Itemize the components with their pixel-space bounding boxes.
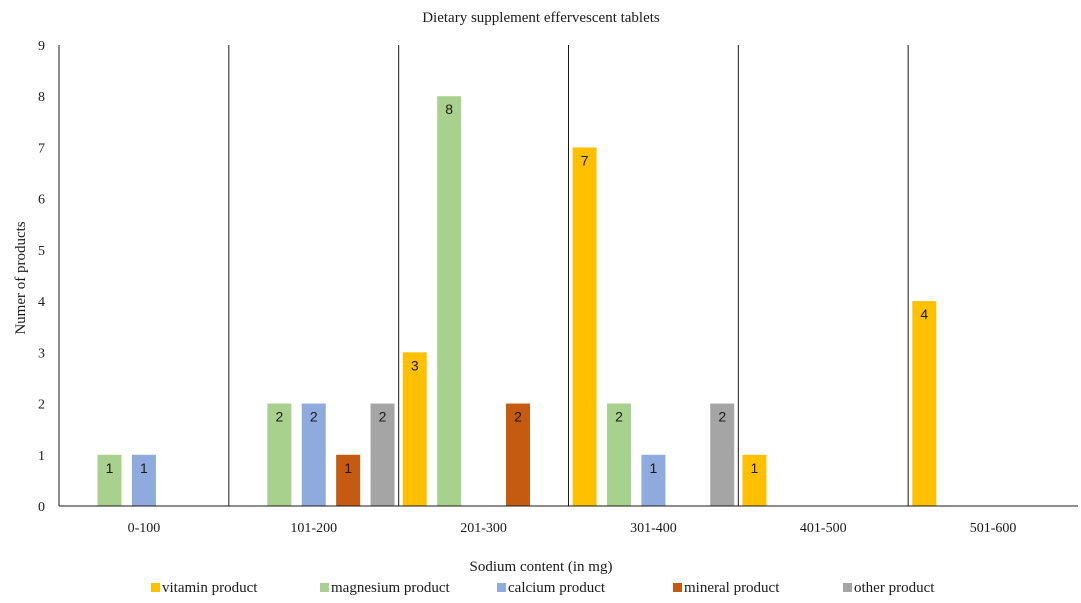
data-label: 8 [445,101,453,117]
y-tick-label: 6 [38,193,45,208]
legend-label: other product [854,580,935,596]
legend-swatch [497,583,506,592]
x-tick-label: 501-600 [970,521,1017,536]
data-label: 3 [411,357,419,373]
chart-title: Dietary supplement effervescent tablets [422,10,660,26]
bar [912,301,937,506]
data-label: 2 [275,409,283,425]
data-label: 7 [581,152,589,168]
bar [742,454,767,506]
plot-area: 0 1 2 3 4 5 6 7 8 9 1 1 0-100 2 2 1 2 101-200 3 8 2 201-300 7 2… [38,39,1078,536]
bar [572,147,597,506]
y-tick-label: 3 [38,346,45,361]
y-tick-label: 9 [38,39,45,54]
bar [131,454,156,506]
bar [710,403,735,506]
legend-swatch [673,583,682,592]
y-tick-label: 7 [38,141,45,156]
y-tick-label: 4 [38,295,45,310]
data-label: 2 [718,409,726,425]
bar [97,454,122,506]
data-label: 1 [140,460,148,476]
y-axis-label: Numer of products [13,221,29,334]
x-tick-label: 201-300 [460,521,507,536]
legend-label: calcium product [508,580,606,596]
y-tick-label: 2 [38,398,45,413]
y-tick-label: 8 [38,90,45,105]
legend-swatch [320,583,329,592]
bar [437,96,462,506]
data-label: 2 [615,409,623,425]
bar [301,403,326,506]
x-tick-label: 401-500 [800,521,847,536]
y-tick-label: 5 [38,244,45,259]
x-tick-label: 101-200 [290,521,337,536]
legend-label: magnesium product [331,580,451,596]
bar [641,454,666,506]
bar [336,454,361,506]
legend-swatch [843,583,852,592]
data-label: 1 [344,460,352,476]
bar [607,403,632,506]
legend-label: mineral product [684,580,780,596]
bar [505,403,530,506]
x-tick-label: 0-100 [128,521,161,536]
data-label: 2 [379,409,387,425]
data-label: 2 [310,409,318,425]
x-axis-label: Sodium content (in mg) [470,559,613,575]
data-label: 4 [920,306,928,322]
x-tick-label: 301-400 [630,521,677,536]
legend-swatch [151,583,160,592]
legend: vitamin product magnesium product calcium … [151,580,935,596]
bar [370,403,395,506]
data-label: 2 [514,409,522,425]
bar [402,352,427,506]
y-tick-label: 0 [38,500,45,515]
data-label: 1 [650,460,658,476]
data-label: 1 [106,460,114,476]
y-tick-label: 1 [38,449,45,464]
bar [267,403,292,506]
legend-label: vitamin product [162,580,258,596]
data-label: 1 [751,460,759,476]
